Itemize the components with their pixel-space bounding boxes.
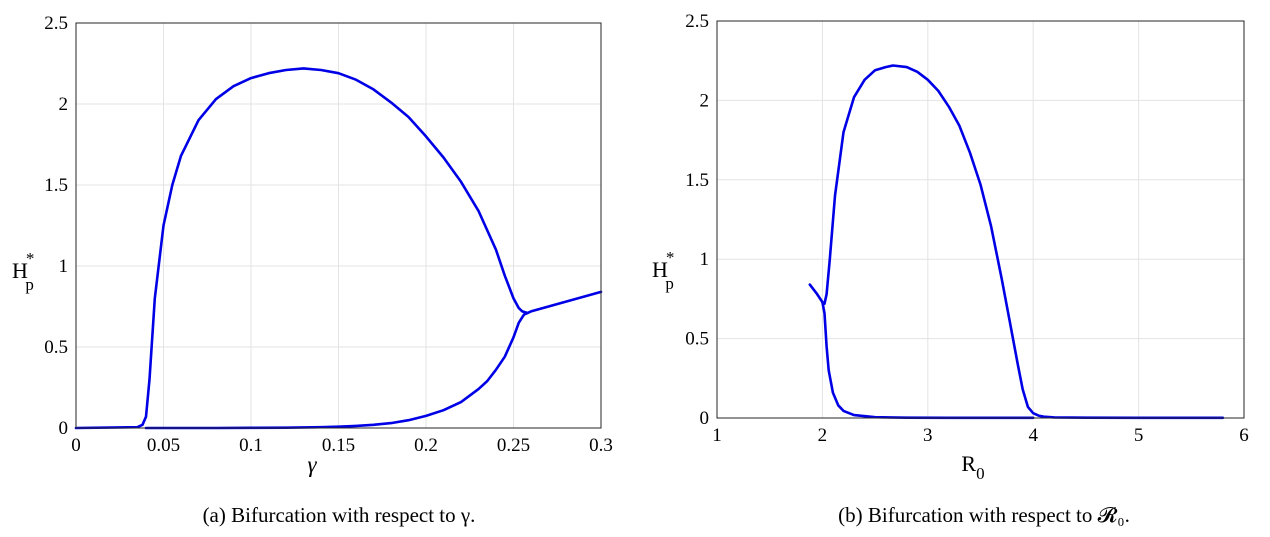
- panel-a-y-tick-label: 1.5: [44, 175, 68, 196]
- panel-b-grid: [716, 20, 1245, 419]
- panel-a-y-axis-label-base: H: [12, 258, 28, 283]
- panel-b-x-tick-label: 4: [1028, 425, 1038, 446]
- panel-a-x-tick-label: 0.3: [589, 435, 613, 456]
- panel-b-y-tick-labels: 0 0.5 1 1.5 2 2.5: [685, 11, 709, 429]
- panel-a-x-tick-label: 0.1: [239, 435, 263, 456]
- panel-b-series-main-branch: [808, 64, 1225, 420]
- panel-a-x-tick-label: 0.05: [147, 435, 180, 456]
- panel-a-x-tick-label: 0.15: [322, 435, 355, 456]
- panel-b-y-tick-label: 0: [700, 408, 710, 429]
- panel-a-y-tick-label: 0.5: [44, 337, 68, 358]
- panel-b-x-tick-label: 1: [712, 425, 722, 446]
- panel-a: 0 0.05 0.1 0.15 0.2 0.25 0.3 0 0.5 1 1.5 2 2.5 γ H*…: [12, 13, 613, 527]
- panel-b-y-tick-label: 0.5: [685, 329, 709, 350]
- panel-a-y-tick-label: 2.5: [44, 13, 68, 34]
- panel-a-y-axis-label-sub: p: [25, 275, 34, 294]
- panel-b-plot-frame: [716, 20, 1245, 419]
- panel-a-x-tick-label: 0.2: [414, 435, 438, 456]
- panel-b-x-tick-label: 5: [1134, 425, 1144, 446]
- panel-b-y-tick-label: 2: [700, 90, 710, 111]
- panel-b-y-axis-label: H* p: [652, 248, 674, 293]
- panel-a-grid: [75, 22, 602, 429]
- panel-b-y-axis-label-sub: p: [665, 274, 674, 293]
- panel-a-y-axis-label: H* p: [12, 249, 34, 294]
- panel-b-y-tick-label: 2.5: [685, 11, 709, 32]
- panel-b-x-axis-label-sub: 0: [976, 464, 985, 483]
- panel-a-y-tick-label: 1: [59, 256, 69, 277]
- panel-a-series-lower-branch: [144, 290, 603, 430]
- panel-b-x-tick-label: 3: [923, 425, 933, 446]
- panel-a-y-tick-label: 2: [59, 94, 69, 115]
- panel-a-x-tick-label: 0.25: [497, 435, 530, 456]
- panel-a-plot-frame: [75, 22, 602, 429]
- panel-b-x-axis-label: R0: [961, 451, 984, 483]
- panel-b-y-axis-label-base: H: [652, 257, 668, 282]
- panel-b-x-tick-label: 2: [818, 425, 828, 446]
- panel-a-y-axis-label-sup: *: [26, 249, 35, 268]
- panel-a-x-tick-labels: 0 0.05 0.1 0.15 0.2 0.25 0.3: [71, 435, 613, 456]
- panel-a-series-upper-branch: [74, 67, 529, 430]
- panel-b-y-axis-label-sup: *: [666, 248, 675, 267]
- panel-a-y-tick-label: 0: [59, 418, 69, 439]
- panel-b-y-tick-label: 1.5: [685, 170, 709, 191]
- panel-b-caption: (b) Bifurcation with respect to 𝓡₀.: [838, 503, 1130, 527]
- panel-b-x-tick-label: 6: [1239, 425, 1249, 446]
- panel-a-x-tick-label: 0: [71, 435, 81, 456]
- panel-a-caption: (a) Bifurcation with respect to γ.: [203, 503, 476, 527]
- panel-b-x-tick-labels: 1 2 3 4 5 6: [712, 425, 1249, 446]
- panel-a-y-tick-labels: 0 0.5 1 1.5 2 2.5: [44, 13, 68, 439]
- panel-b-y-tick-label: 1: [700, 249, 710, 270]
- panel-a-x-axis-label: γ: [307, 452, 317, 477]
- panel-b-x-axis-label-base: R: [961, 451, 976, 476]
